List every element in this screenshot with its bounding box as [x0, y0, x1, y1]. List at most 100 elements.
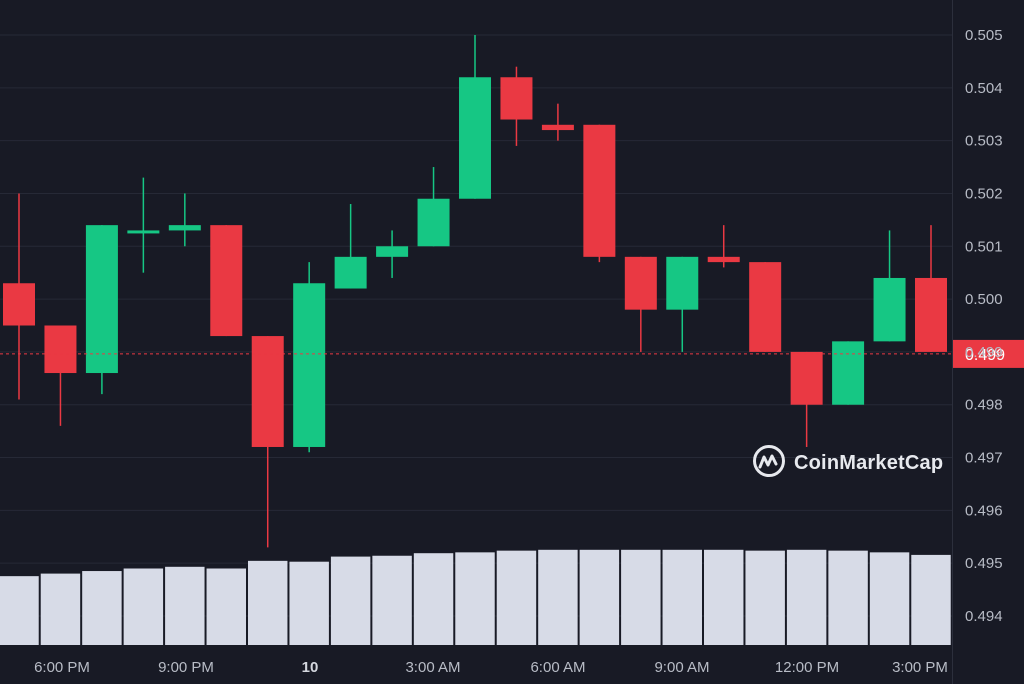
volume-bar — [745, 550, 785, 645]
candle-body — [210, 225, 243, 337]
candle-body — [44, 325, 77, 374]
candle-body — [915, 277, 947, 352]
volume-bar — [82, 571, 122, 645]
candle — [334, 204, 367, 289]
candle — [583, 124, 616, 263]
candle — [376, 230, 409, 278]
candle-body — [459, 77, 491, 199]
volume-bar — [662, 549, 702, 645]
candle-body — [127, 230, 160, 234]
candle — [168, 193, 201, 247]
candles — [3, 35, 947, 548]
candle — [459, 35, 491, 199]
y-tick-label: 0.495 — [965, 555, 1003, 572]
candle — [417, 167, 450, 247]
volume-bar — [455, 552, 495, 645]
candle-body — [707, 256, 740, 263]
volume-bar — [538, 549, 578, 645]
x-tick-label: 9:00 AM — [654, 659, 709, 676]
volume-bar — [123, 568, 164, 645]
volume-bar — [786, 549, 827, 645]
y-tick-label: 0.504 — [965, 80, 1003, 97]
candle — [541, 103, 574, 141]
candle — [624, 256, 657, 352]
volume-bar — [869, 552, 910, 645]
volume-bar — [0, 576, 39, 645]
candle-body — [85, 225, 118, 374]
volume-bar — [496, 550, 537, 645]
watermark: CoinMarketCap — [752, 444, 943, 483]
candle-body — [666, 256, 699, 310]
volume-bar — [704, 549, 744, 645]
candle — [127, 177, 160, 273]
candle — [293, 262, 326, 453]
y-tick-label: 0.502 — [965, 185, 1003, 202]
candle-body — [251, 336, 284, 447]
coinmarketcap-logo-icon — [752, 444, 786, 483]
candle-body — [790, 351, 823, 405]
y-tick-label: 0.499 — [965, 344, 1003, 361]
candle-body — [541, 124, 574, 131]
volume-bar — [330, 556, 371, 645]
candle — [749, 262, 782, 352]
candle-body — [3, 283, 35, 326]
volume-bar — [372, 555, 412, 645]
x-tick-label: 6:00 PM — [34, 659, 90, 676]
candle — [251, 336, 284, 548]
volume-bars — [0, 549, 951, 645]
volume-bar — [579, 549, 620, 645]
x-tick-label: 9:00 PM — [158, 659, 214, 676]
candle-body — [832, 341, 865, 405]
y-tick-label: 0.497 — [965, 450, 1003, 467]
x-tick-label: 3:00 PM — [892, 659, 948, 676]
candle-body — [749, 262, 782, 352]
y-tick-label: 0.505 — [965, 27, 1003, 44]
volume-bar — [40, 573, 81, 645]
y-tick-label: 0.501 — [965, 238, 1003, 255]
current-price-line: 0.499 — [0, 339, 1024, 368]
current-price-tag — [953, 339, 1024, 368]
volume-bar — [289, 561, 329, 645]
candle-body — [168, 225, 201, 231]
candle-body — [334, 256, 367, 289]
candle — [3, 193, 35, 400]
candle — [85, 225, 118, 395]
y-tick-label: 0.496 — [965, 502, 1003, 519]
candle-body — [624, 256, 657, 310]
candle — [832, 341, 865, 405]
x-tick-label: 12:00 PM — [775, 659, 839, 676]
x-axis: 6:00 PM 9:00 PM 10 3:00 AM 6:00 AM 9:00 AM 12:… — [34, 659, 948, 676]
candle — [707, 225, 740, 268]
volume-bar — [621, 549, 661, 645]
y-tick-label: 0.494 — [965, 608, 1003, 625]
candle — [873, 230, 906, 342]
x-tick-label: 3:00 AM — [405, 659, 460, 676]
candle — [915, 225, 947, 352]
candle — [500, 66, 533, 146]
volume-bar — [413, 553, 454, 645]
y-tick-label: 0.503 — [965, 133, 1003, 150]
candle — [44, 325, 77, 426]
volume-bar — [248, 560, 288, 645]
candle-body — [293, 283, 326, 447]
candle-body — [417, 198, 450, 247]
y-tick-label: 0.500 — [965, 291, 1003, 308]
volume-bar — [828, 550, 868, 645]
candle-body — [376, 246, 409, 257]
watermark-text: CoinMarketCap — [794, 452, 944, 474]
y-axis: 0.505 0.504 0.503 0.502 0.501 0.500 0.499 0.498… — [965, 27, 1003, 625]
candle-body — [500, 77, 533, 120]
candle-body — [583, 124, 616, 257]
candle — [210, 225, 243, 337]
x-tick-label: 6:00 AM — [530, 659, 585, 676]
x-tick-label: 10 — [302, 659, 319, 676]
candle-body — [873, 277, 906, 342]
candle — [666, 256, 699, 352]
volume-bar — [206, 568, 246, 645]
y-tick-label: 0.498 — [965, 397, 1003, 414]
candle — [790, 351, 823, 447]
current-price-label: 0.499 — [965, 347, 1005, 364]
volume-bar — [911, 554, 951, 645]
volume-bar — [165, 566, 205, 645]
